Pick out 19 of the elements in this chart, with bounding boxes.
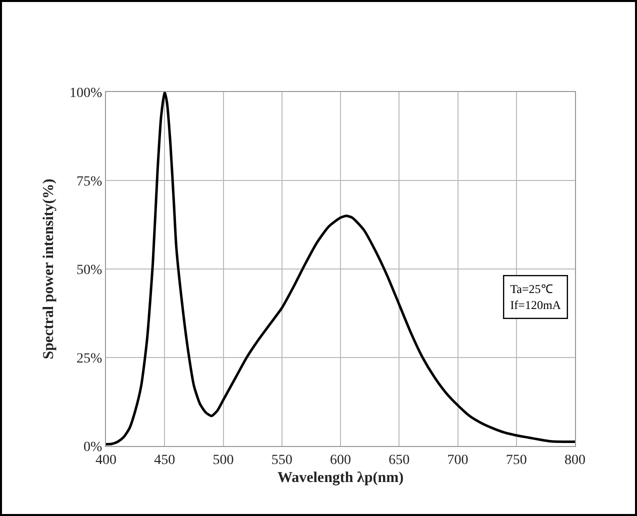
y-tick-label: 100% bbox=[70, 86, 103, 101]
y-tick-label: 75% bbox=[76, 174, 103, 190]
x-tick-label: 550 bbox=[271, 452, 292, 468]
y-axis-title: Spectral power intensity(%) bbox=[40, 178, 57, 360]
y-tick-label: 50% bbox=[76, 262, 103, 278]
x-axis-title: Wavelength λp(nm) bbox=[277, 470, 404, 486]
annotation: If=120mA bbox=[510, 298, 562, 312]
x-tick-label: 800 bbox=[564, 452, 586, 468]
y-tick-label: 0% bbox=[84, 440, 103, 455]
annotation: Ta=25℃ bbox=[510, 282, 553, 296]
x-tick-label: 450 bbox=[154, 452, 176, 468]
x-tick-label: 650 bbox=[388, 452, 410, 468]
x-tick-label: 600 bbox=[330, 452, 351, 468]
x-tick-label: 750 bbox=[506, 452, 527, 468]
line-series bbox=[106, 92, 575, 446]
x-tick-label: 500 bbox=[212, 452, 234, 468]
y-tick-label: 25% bbox=[76, 351, 103, 366]
x-tick-label: 700 bbox=[447, 452, 468, 468]
x-tick-label: 400 bbox=[96, 452, 116, 468]
